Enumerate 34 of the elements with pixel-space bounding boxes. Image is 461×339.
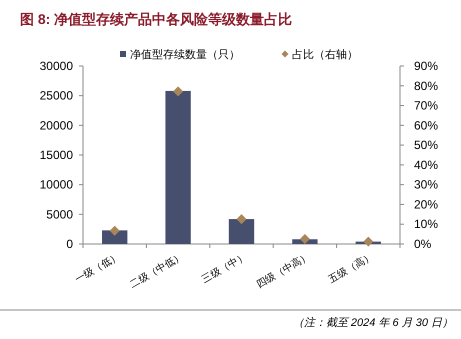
x-tick-label: 一级（低） <box>72 250 122 286</box>
y-tick-label: 30000 <box>40 59 74 73</box>
point <box>173 86 184 96</box>
x-tick-label: 四级（中高） <box>254 250 312 291</box>
text: （注：截至 2024 年 6 月 30 日） <box>292 316 453 329</box>
point <box>300 234 310 244</box>
bar <box>165 90 191 244</box>
y-tick-label: 20000 <box>40 118 74 132</box>
y-tick-label: 15000 <box>40 148 74 162</box>
y-tick-label: 0 <box>66 237 74 251</box>
y2-tick-label: 80% <box>414 78 438 93</box>
y2-tick-label: 50% <box>414 138 438 152</box>
y2-tick-label: 10% <box>414 217 438 232</box>
y2-tick-label: 20% <box>414 197 438 212</box>
y2-tick-label: 0% <box>414 237 432 251</box>
point <box>110 226 120 236</box>
y2-tick-label: 40% <box>414 158 438 172</box>
x-tick-label: 五级（高） <box>326 250 376 286</box>
x-tick-label: 二级（中低） <box>128 250 186 291</box>
x-tick-label: 三级（中） <box>200 250 249 286</box>
y2-tick-label: 90% <box>414 59 438 73</box>
y-tick-label: 5000 <box>46 207 74 222</box>
bar <box>228 219 254 244</box>
y2-tick-label: 30% <box>414 178 438 192</box>
chart-title: 图 8: 净值型存续产品中各风险等级数量占比 <box>20 11 292 27</box>
bar <box>102 230 128 244</box>
y-tick-label: 25000 <box>40 88 74 103</box>
legend-label: 占比（右轴） <box>292 48 358 61</box>
y2-tick-label: 70% <box>414 98 438 113</box>
legend-label: 净值型存续数量（只） <box>130 48 240 61</box>
point <box>236 214 246 224</box>
y2-tick-label: 60% <box>414 118 438 132</box>
point <box>363 236 374 247</box>
y-tick-label: 10000 <box>40 178 74 192</box>
